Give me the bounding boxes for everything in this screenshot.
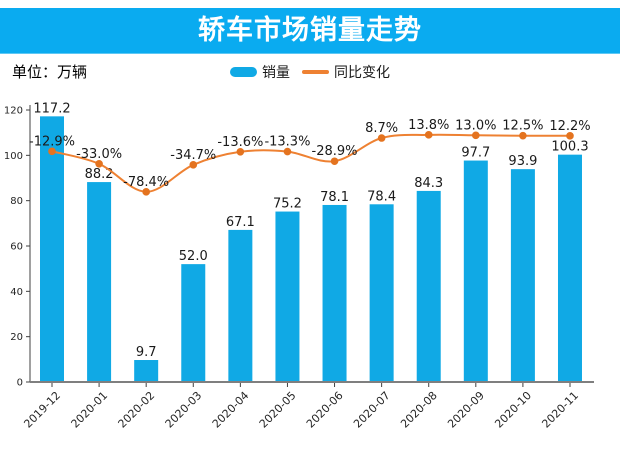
bar-2020-10 — [510, 169, 535, 382]
line-value-label: -33.0% — [76, 147, 122, 162]
legend-yoy-label: 同比变化 — [334, 65, 390, 81]
bar-2020-03 — [181, 264, 206, 382]
line-value-label: 12.2% — [549, 119, 590, 134]
x-tick-label: 2020-06 — [304, 389, 346, 431]
bar-2020-01 — [87, 182, 112, 382]
line-value-label: -34.7% — [170, 148, 216, 163]
unit-label: 单位：万辆 — [12, 63, 88, 81]
bar-value-label: 93.9 — [508, 154, 537, 169]
bar-value-label: 52.0 — [179, 249, 208, 264]
legend-sales-label: 销量 — [262, 65, 290, 81]
y-tick-label: 120 — [4, 106, 23, 117]
x-tick-label: 2020-10 — [492, 389, 534, 431]
x-tick-label: 2020-07 — [351, 389, 393, 431]
line-value-label: -78.4% — [123, 175, 169, 190]
x-tick-label: 2020-09 — [445, 389, 487, 431]
line-marker-2020-07 — [377, 134, 386, 142]
legend-item-sales: 销量 — [230, 62, 290, 82]
line-marker-2020-01 — [95, 159, 103, 168]
line-value-label: -13.3% — [264, 135, 310, 150]
legend-item-yoy: 同比变化 — [302, 62, 390, 82]
title-banner: 轿车市场销量走势 — [0, 8, 620, 54]
yoy-line — [51, 133, 571, 193]
bar-value-label: 100.3 — [551, 140, 588, 155]
line-marker-2020-02 — [142, 188, 150, 196]
x-tick-label: 2020-05 — [257, 389, 299, 431]
x-tick-label: 2020-01 — [69, 389, 111, 431]
line-value-label: -13.6% — [217, 135, 263, 150]
subheader: 单位：万辆 销量 同比变化 — [0, 54, 620, 85]
chart-title: 轿车市场销量走势 — [198, 15, 422, 46]
bar-2020-06 — [322, 204, 347, 382]
y-tick-label: 0 — [17, 378, 23, 389]
x-tick-label: 2020-03 — [163, 389, 205, 431]
line-marker-2020-08 — [424, 131, 433, 139]
bar-value-label: 67.1 — [226, 215, 255, 230]
x-tick-label: 2020-04 — [210, 389, 252, 431]
line-value-label: -12.9% — [29, 134, 75, 149]
line-marker-2020-10 — [519, 131, 527, 140]
bar-2020-05 — [275, 211, 300, 382]
bar-value-label: 117.2 — [33, 101, 70, 116]
bar-value-label: 88.2 — [85, 167, 114, 182]
bar-value-label: 78.4 — [367, 189, 396, 204]
x-tick-label: 2020-02 — [116, 389, 158, 431]
sales-bar-swatch-icon — [230, 67, 257, 77]
line-value-label: 13.0% — [455, 118, 496, 133]
x-tick-label: 2020-11 — [539, 389, 581, 431]
line-marker-2020-11 — [566, 132, 574, 140]
x-tick-label: 2019-12 — [21, 389, 63, 431]
y-tick-label: 20 — [10, 332, 23, 343]
bar-2020-04 — [228, 229, 253, 382]
bar-value-label: 97.7 — [461, 146, 490, 161]
legend: 销量 同比变化 — [230, 62, 390, 82]
line-marker-2019-12 — [48, 147, 56, 156]
bar-value-label: 9.7 — [136, 345, 157, 360]
y-tick-label: 40 — [10, 287, 23, 298]
line-value-label: 12.5% — [502, 119, 543, 134]
bar-value-label: 78.1 — [320, 190, 349, 205]
bar-2020-07 — [369, 204, 394, 382]
x-tick-label: 2020-08 — [398, 389, 440, 431]
y-tick-label: 80 — [10, 196, 23, 207]
bar-2020-08 — [416, 190, 441, 382]
line-marker-2020-04 — [236, 147, 245, 156]
line-value-label: -28.9% — [312, 144, 358, 159]
line-marker-2020-09 — [472, 131, 480, 140]
y-tick-label: 100 — [4, 151, 23, 162]
line-marker-2020-03 — [189, 161, 198, 169]
line-marker-2020-06 — [330, 157, 339, 166]
line-marker-2020-05 — [283, 147, 292, 156]
line-value-label: 13.8% — [408, 118, 449, 133]
bar-2019-12 — [40, 116, 64, 382]
line-value-label: 8.7% — [365, 121, 398, 136]
bar-value-label: 84.3 — [414, 176, 443, 191]
yoy-line-swatch-icon — [302, 70, 329, 74]
bar-2020-11 — [557, 154, 582, 382]
bar-value-label: 75.2 — [273, 197, 302, 212]
y-tick-label: 60 — [10, 242, 23, 253]
bar-2020-09 — [463, 160, 488, 382]
bar-2020-02 — [134, 360, 159, 382]
